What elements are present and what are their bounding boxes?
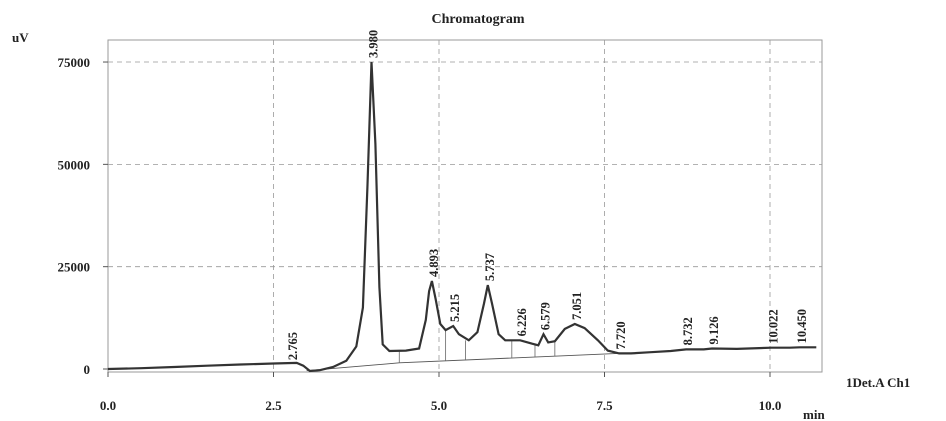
y-tick-label: 50000 [58,157,91,172]
x-axis-label: min [803,407,825,421]
x-tick-label: 10.0 [759,398,782,413]
baseline-segment [399,352,618,364]
chart-title: Chromatogram [431,12,524,27]
peak-label: 3.980 [366,30,380,58]
y-axis-label: uV [12,30,29,45]
peak-labels: 2.765 3.980 4.893 5.215 5.737 6.226 6.579 7.051… [286,30,809,360]
peak-label: 5.737 [483,253,497,281]
integration-baselines [306,330,618,372]
peak-label: 6.579 [539,302,553,330]
peak-label: 4.893 [427,249,441,277]
y-tick-label: 75000 [58,55,91,70]
y-tick-label: 0 [84,362,91,377]
peak-label: 6.226 [515,308,529,336]
x-tick-label: 5.0 [431,398,447,413]
peak-label: 7.051 [570,292,584,320]
y-tick-label: 25000 [58,260,91,275]
x-axis-ticks: 0.0 2.5 5.0 7.5 10.0 [100,372,782,413]
detector-label: 1Det.A Ch1 [846,375,910,390]
peak-label: 7.720 [614,321,628,349]
plot-frame [107,39,823,373]
peak-label: 5.215 [448,294,462,322]
y-axis-ticks: 0 25000 50000 75000 [58,55,108,377]
peak-label: 2.765 [286,332,300,360]
grid [107,39,823,373]
peak-label: 8.732 [681,317,695,345]
x-tick-label: 0.0 [100,398,116,413]
peak-label: 9.126 [707,316,721,344]
x-tick-label: 2.5 [265,398,282,413]
x-tick-label: 7.5 [596,398,613,413]
peak-label: 10.450 [795,309,809,343]
peak-label: 10.022 [766,309,780,343]
chromatogram-trace [107,61,817,373]
